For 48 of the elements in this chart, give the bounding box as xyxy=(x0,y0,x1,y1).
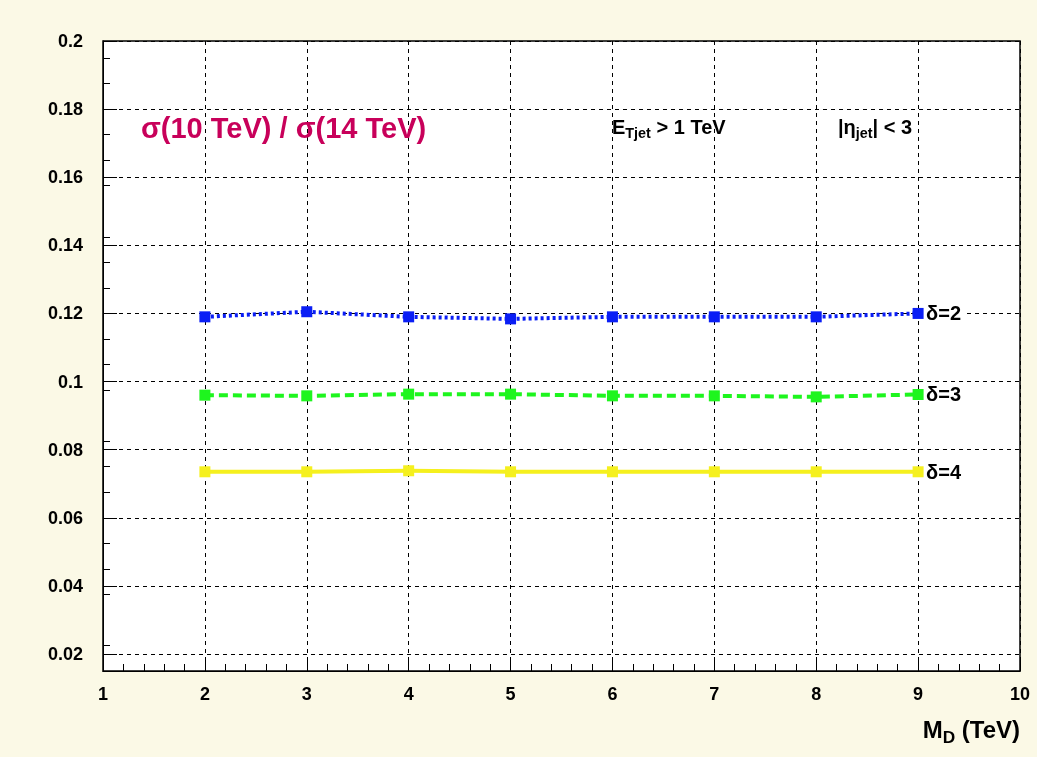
point xyxy=(505,466,517,478)
point xyxy=(810,391,822,403)
point xyxy=(912,388,924,400)
point xyxy=(199,466,211,478)
point xyxy=(301,466,313,478)
x-tick-label: 5 xyxy=(505,684,516,704)
series-label: δ=4 xyxy=(926,460,962,483)
point xyxy=(301,390,313,402)
point xyxy=(403,311,415,323)
x-tick-label: 6 xyxy=(607,684,618,704)
y-tick-label: 0.18 xyxy=(47,99,83,120)
point xyxy=(199,389,211,401)
y-tick-label: 0.12 xyxy=(47,303,83,324)
y-tick-label: 0.2 xyxy=(57,31,83,51)
series-label: δ=3 xyxy=(926,383,962,406)
point xyxy=(606,390,618,402)
x-tick-label: 1 xyxy=(97,684,109,704)
point xyxy=(912,307,924,319)
y-tick-label: 0.08 xyxy=(47,439,83,460)
y-tick-label: 0.04 xyxy=(47,575,83,596)
y-tick-label: 0.1 xyxy=(57,371,83,392)
y-tick-label: 0.14 xyxy=(47,235,83,256)
point xyxy=(708,390,720,402)
y-tick-label: 0.06 xyxy=(47,507,83,528)
point xyxy=(912,466,924,478)
point xyxy=(505,388,517,400)
x-tick-label: 3 xyxy=(301,684,312,704)
point xyxy=(606,311,618,323)
point xyxy=(810,311,822,323)
series-label: δ=2 xyxy=(926,302,962,325)
x-tick-label: 8 xyxy=(811,684,822,704)
y-tick-label: 0.16 xyxy=(47,167,83,188)
text: σ(10 TeV) / σ(14 TeV) xyxy=(141,111,427,144)
point xyxy=(301,306,313,318)
point xyxy=(708,466,720,478)
x-tick-label: 2 xyxy=(199,684,210,704)
point xyxy=(403,388,415,400)
point xyxy=(505,313,517,325)
point xyxy=(708,311,720,323)
point xyxy=(403,465,415,477)
y-tick-label: 0.02 xyxy=(47,643,83,664)
x-tick-label: 7 xyxy=(709,684,720,704)
x-tick-label: 4 xyxy=(403,684,414,704)
x-tick-label: 10 xyxy=(1009,684,1031,704)
point xyxy=(606,466,618,478)
point xyxy=(199,311,211,323)
x-tick-label: 9 xyxy=(913,684,924,704)
point xyxy=(810,466,822,478)
